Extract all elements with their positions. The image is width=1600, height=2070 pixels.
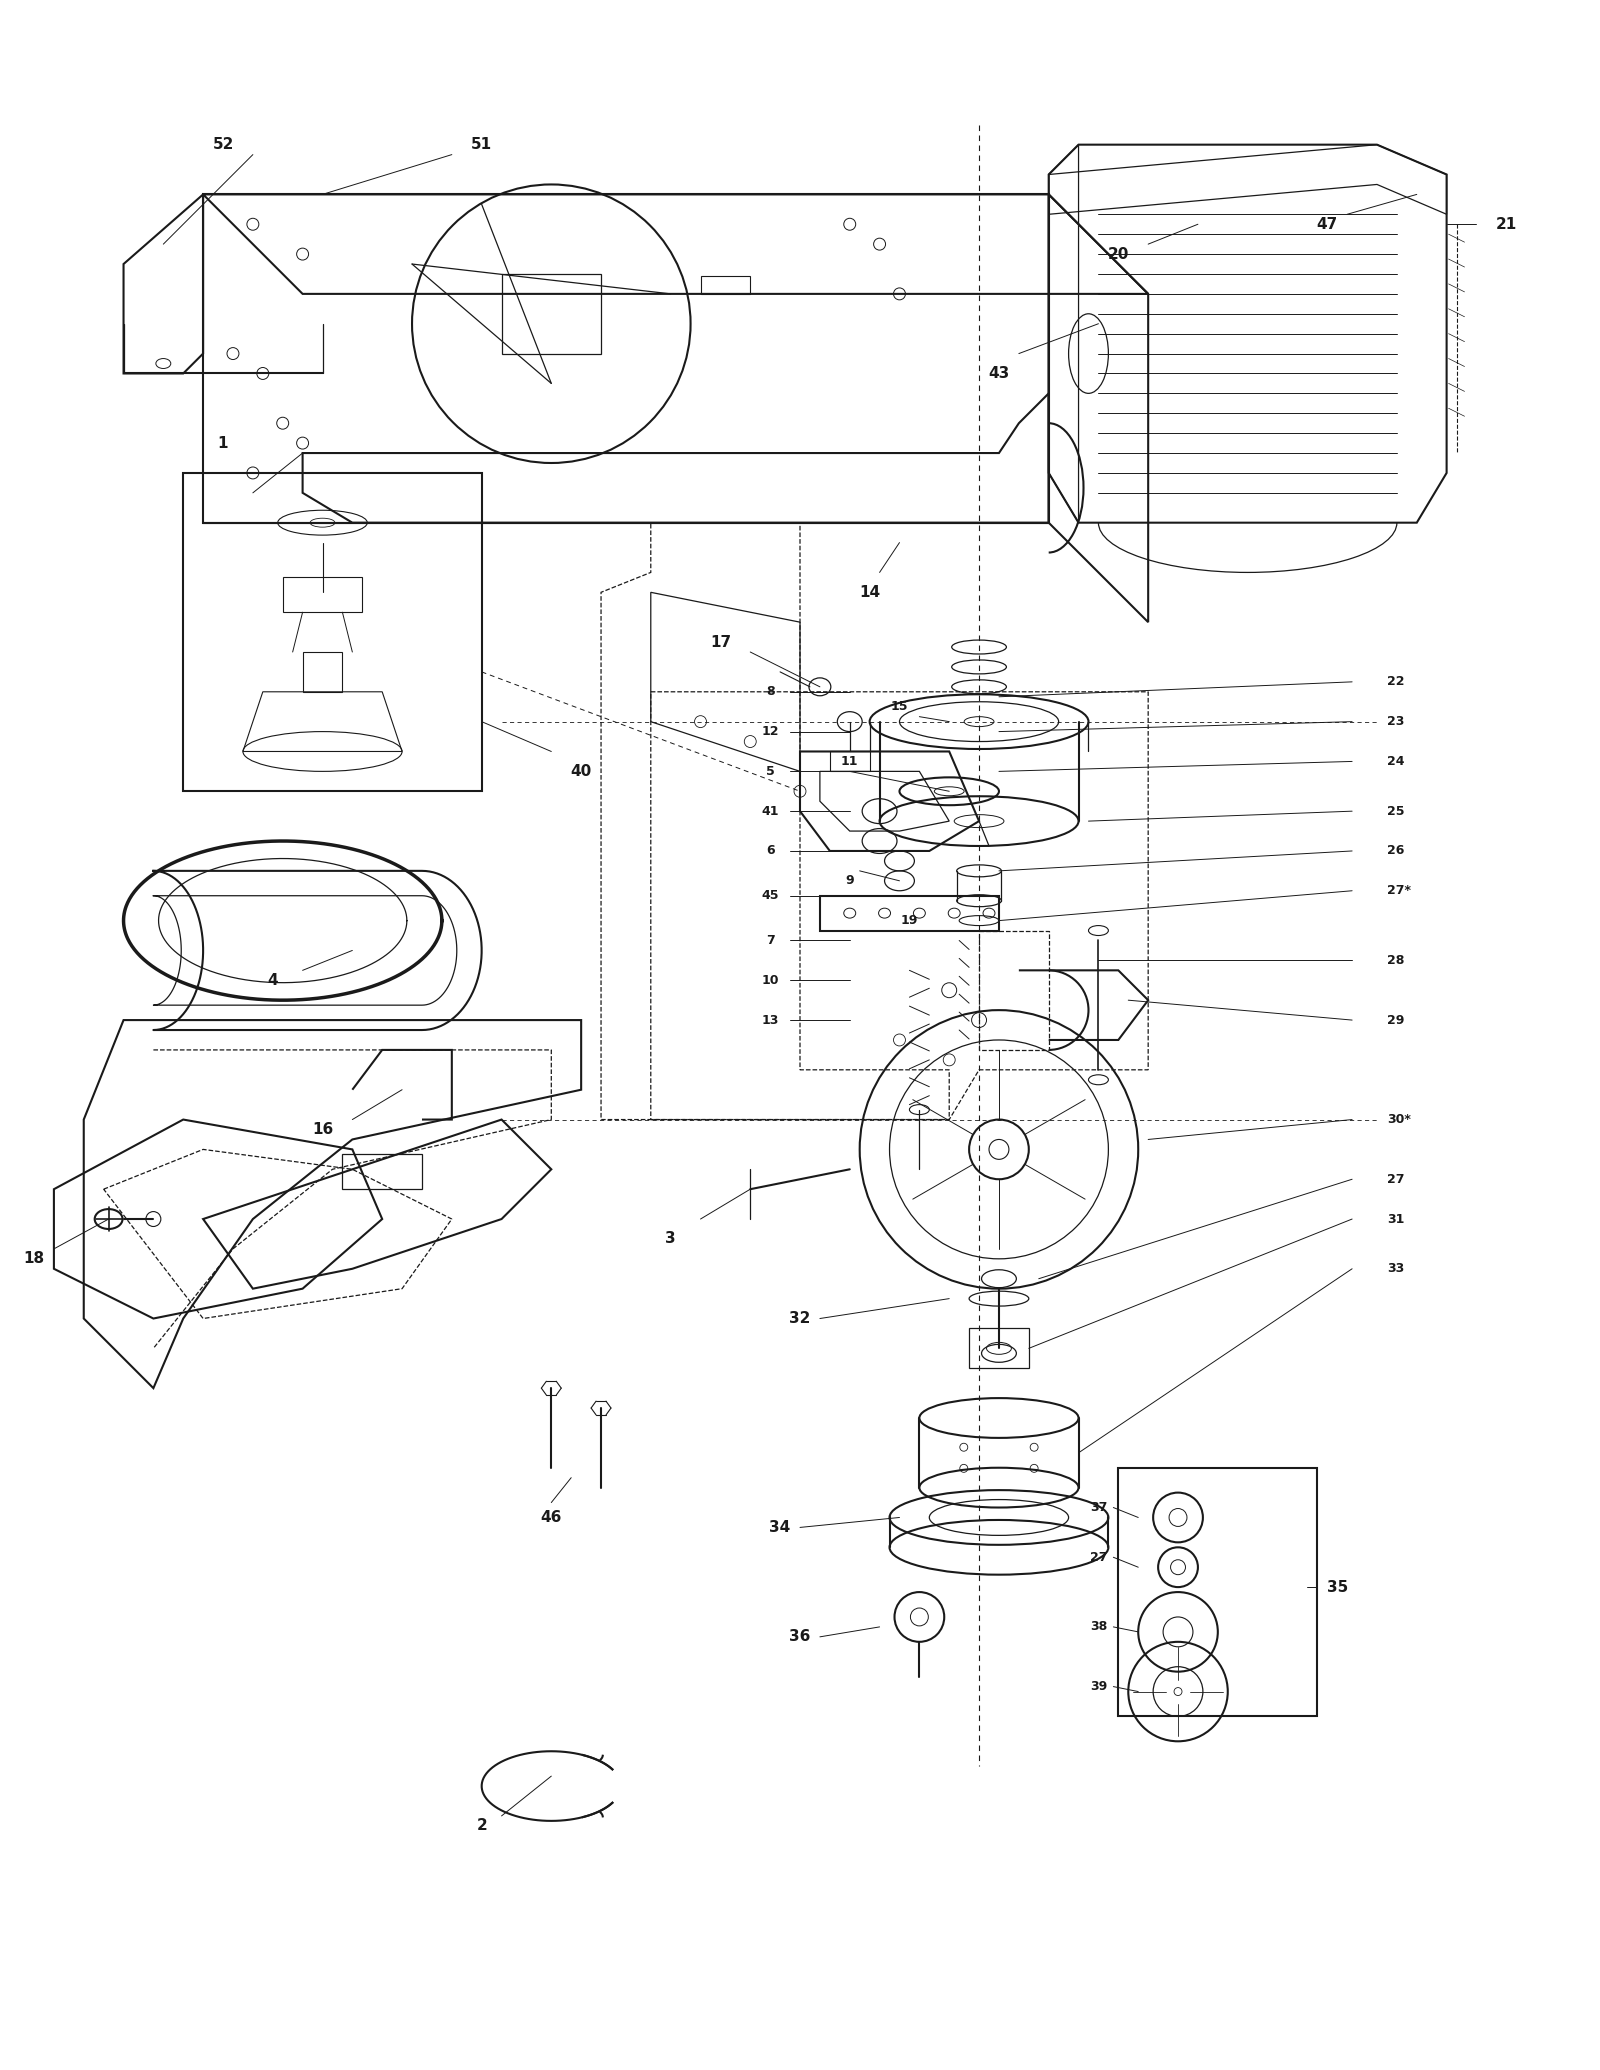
Text: 27: 27 — [1090, 1550, 1107, 1563]
Text: 14: 14 — [859, 586, 880, 600]
Text: 23: 23 — [1387, 714, 1405, 729]
Text: 5: 5 — [766, 766, 774, 778]
Text: 13: 13 — [762, 1014, 779, 1027]
Text: 21: 21 — [1496, 217, 1517, 232]
Text: 26: 26 — [1387, 845, 1405, 857]
Text: 24: 24 — [1387, 756, 1405, 768]
Bar — [342, 1155, 422, 1188]
Text: 39: 39 — [1090, 1681, 1107, 1693]
Text: 16: 16 — [312, 1122, 333, 1136]
Bar — [1118, 1468, 1317, 1716]
Text: 31: 31 — [1387, 1213, 1405, 1225]
Text: 30*: 30* — [1387, 1114, 1411, 1126]
Bar — [184, 472, 482, 791]
Bar — [830, 751, 870, 772]
Text: 33: 33 — [1387, 1263, 1405, 1275]
Text: 46: 46 — [541, 1509, 562, 1526]
Text: 52: 52 — [213, 137, 234, 153]
Text: 1: 1 — [218, 435, 229, 451]
Text: 35: 35 — [1326, 1579, 1347, 1594]
Text: 3: 3 — [666, 1232, 675, 1246]
Text: 2: 2 — [477, 1817, 486, 1834]
Bar — [701, 275, 750, 294]
Text: 28: 28 — [1387, 954, 1405, 967]
Text: 27*: 27* — [1387, 884, 1411, 896]
Text: 22: 22 — [1387, 675, 1405, 689]
Text: 18: 18 — [24, 1252, 45, 1267]
Text: 11: 11 — [842, 756, 859, 768]
Text: 34: 34 — [770, 1519, 790, 1536]
Text: 17: 17 — [710, 635, 731, 650]
Text: 47: 47 — [1317, 217, 1338, 232]
Text: 38: 38 — [1090, 1621, 1107, 1633]
Bar — [302, 652, 342, 691]
Text: 9: 9 — [845, 874, 854, 888]
Bar — [970, 1329, 1029, 1368]
Text: 7: 7 — [766, 934, 774, 946]
Text: 15: 15 — [891, 700, 909, 714]
Text: 27: 27 — [1387, 1174, 1405, 1186]
Text: 41: 41 — [762, 805, 779, 818]
Text: 25: 25 — [1387, 805, 1405, 818]
Text: 43: 43 — [989, 366, 1010, 381]
Text: 8: 8 — [766, 685, 774, 698]
Text: 20: 20 — [1107, 246, 1130, 261]
Text: 6: 6 — [766, 845, 774, 857]
Text: 12: 12 — [762, 724, 779, 739]
Text: 10: 10 — [762, 973, 779, 987]
Text: 51: 51 — [470, 137, 493, 153]
Text: 4: 4 — [267, 973, 278, 987]
Bar — [501, 273, 602, 354]
Text: 19: 19 — [901, 915, 918, 927]
Text: 36: 36 — [789, 1629, 811, 1644]
Text: 45: 45 — [762, 890, 779, 903]
Text: 40: 40 — [571, 764, 592, 778]
Bar — [819, 896, 998, 932]
Text: 29: 29 — [1387, 1014, 1405, 1027]
Text: 37: 37 — [1090, 1501, 1107, 1513]
Text: 32: 32 — [789, 1310, 811, 1327]
Bar — [283, 578, 362, 613]
